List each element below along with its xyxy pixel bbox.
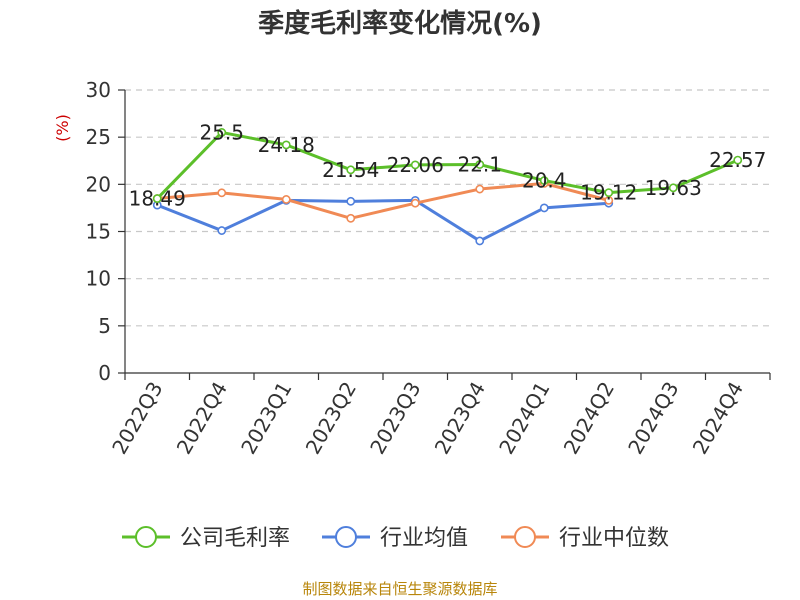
legend-item-1: 行业均值 (322, 526, 468, 551)
y-tick-label: 10 (86, 267, 111, 291)
data-label: 25.5 (199, 120, 244, 144)
y-tick-label: 0 (98, 361, 111, 385)
y-tick-labels: 0 5 10 15 20 25 30 (86, 78, 111, 385)
series-line (157, 181, 610, 220)
legend-marker (135, 526, 157, 548)
data-point (733, 155, 743, 165)
data-label: 24.18 (258, 133, 315, 157)
data-point (281, 195, 291, 204)
legend-label: 行业均值 (380, 526, 468, 551)
series-1 (152, 195, 614, 246)
source-note: 制图数据来自恒生聚源数据库 (302, 580, 497, 598)
data-point (152, 194, 162, 203)
data-label: 22.1 (457, 153, 502, 177)
x-tick-label: 2023Q4 (430, 378, 490, 459)
x-tick-label: 2024Q3 (623, 378, 683, 459)
chart-title: 季度毛利率变化情况(%) (258, 8, 542, 39)
x-tick-label: 2024Q2 (559, 378, 619, 459)
data-point (217, 128, 227, 137)
data-point (346, 165, 356, 175)
data-point (539, 176, 549, 185)
series-line (156, 130, 739, 200)
x-tick-label: 2022Q4 (172, 378, 232, 459)
data-point (217, 226, 227, 235)
data-point (281, 140, 291, 150)
legend-label: 行业中位数 (559, 526, 669, 551)
data-point (410, 160, 420, 170)
data-point (539, 203, 549, 213)
x-tick-label: 2023Q1 (236, 378, 296, 459)
data-label: 21.54 (322, 158, 379, 182)
data-point (410, 198, 420, 208)
y-tick-label: 5 (98, 314, 111, 338)
legend-marker (514, 526, 536, 548)
data-labels: 18.49 25.5 24.18 21.54 22.06 22.1 20.4 19.12 19.… (129, 120, 767, 210)
data-point (475, 160, 485, 169)
data-point (604, 188, 614, 198)
data-point (346, 196, 356, 206)
data-point (475, 184, 485, 194)
y-tick-label: 15 (86, 220, 111, 244)
legend-item-0: 公司毛利率 (122, 526, 290, 551)
y-tick-label: 25 (86, 125, 111, 149)
series-0 (152, 128, 743, 203)
data-point (346, 213, 356, 223)
data-label: 18.49 (129, 187, 186, 211)
data-point (217, 188, 227, 198)
gridlines (125, 89, 770, 327)
data-label: 20.4 (522, 169, 567, 193)
data-label: 19.12 (580, 181, 637, 205)
x-tick-label: 2023Q2 (301, 378, 361, 459)
x-tick-labels: 2022Q3 2022Q4 2023Q1 2023Q2 2023Q3 2023Q4 2024… (107, 378, 748, 459)
x-tick-label: 2024Q1 (494, 378, 554, 459)
legend-marker (335, 526, 357, 548)
x-tick-label: 2024Q4 (688, 378, 748, 459)
y-tick-label: 20 (86, 172, 111, 196)
legend-item-2: 行业中位数 (501, 526, 669, 551)
legend: 公司毛利率 行业均值 行业中位数 (122, 526, 669, 551)
legend-label: 公司毛利率 (180, 526, 290, 551)
y-tick-label: 30 (86, 78, 111, 102)
data-label: 19.63 (645, 176, 702, 200)
y-axis-unit-label: (%) (53, 114, 72, 142)
series-layer (152, 128, 743, 246)
data-point (668, 183, 678, 193)
data-point (475, 236, 485, 246)
data-label: 22.57 (709, 148, 766, 172)
axes (118, 89, 771, 380)
series-line (156, 198, 609, 243)
x-tick-label: 2023Q3 (365, 378, 425, 459)
x-tick-label: 2022Q3 (107, 378, 167, 459)
data-label: 22.06 (387, 153, 444, 177)
